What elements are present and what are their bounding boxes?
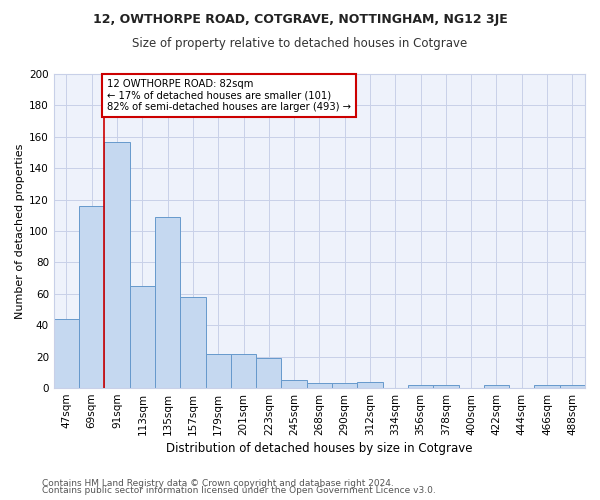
Bar [206,354,231,388]
Bar [307,384,332,388]
Bar [79,206,104,388]
Bar [433,385,458,388]
X-axis label: Distribution of detached houses by size in Cotgrave: Distribution of detached houses by size … [166,442,473,455]
Y-axis label: Number of detached properties: Number of detached properties [15,144,25,318]
Bar [408,385,433,388]
Bar [358,382,383,388]
Bar [256,358,281,388]
Bar [155,217,180,388]
Text: 12, OWTHORPE ROAD, COTGRAVE, NOTTINGHAM, NG12 3JE: 12, OWTHORPE ROAD, COTGRAVE, NOTTINGHAM,… [92,12,508,26]
Bar [54,319,79,388]
Bar [104,142,130,388]
Bar [231,354,256,388]
Bar [484,385,509,388]
Bar [560,385,585,388]
Text: 12 OWTHORPE ROAD: 82sqm
← 17% of detached houses are smaller (101)
82% of semi-d: 12 OWTHORPE ROAD: 82sqm ← 17% of detache… [107,78,351,112]
Text: Contains public sector information licensed under the Open Government Licence v3: Contains public sector information licen… [42,486,436,495]
Text: Size of property relative to detached houses in Cotgrave: Size of property relative to detached ho… [133,38,467,51]
Text: Contains HM Land Registry data © Crown copyright and database right 2024.: Contains HM Land Registry data © Crown c… [42,478,394,488]
Bar [332,384,358,388]
Bar [281,380,307,388]
Bar [180,297,206,388]
Bar [535,385,560,388]
Bar [130,286,155,388]
